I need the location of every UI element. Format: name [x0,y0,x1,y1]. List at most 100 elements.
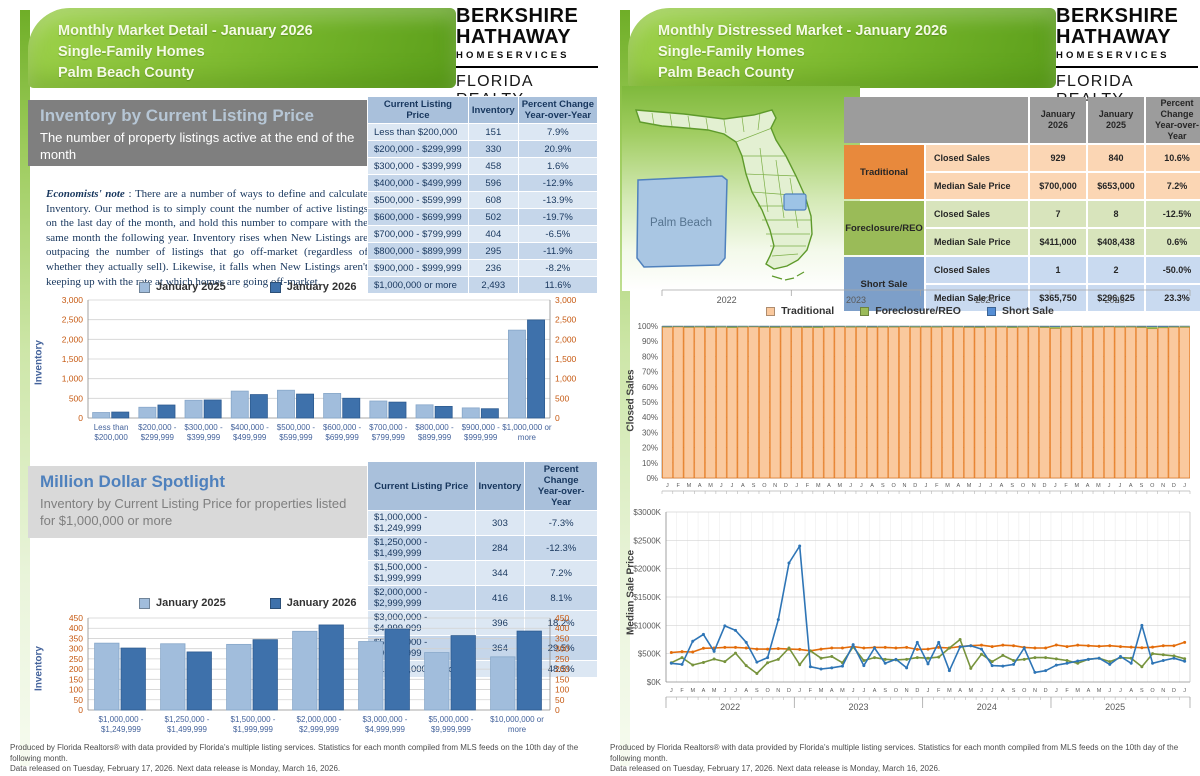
table-row: Short Sale Closed Sales 1 2 -50.0% [844,257,1200,311]
svg-text:$4,999,999: $4,999,999 [365,725,406,734]
svg-text:D: D [915,688,919,694]
svg-text:$2500K: $2500K [633,536,661,545]
brand-logo: BERKSHIRE HATHAWAY HOMESERVICES FLORIDA … [1056,6,1198,109]
svg-text:60%: 60% [642,383,658,392]
svg-text:N: N [1033,688,1037,694]
svg-text:M: M [819,688,824,694]
chart4-y-axis-title: Median Sale Price [625,549,637,636]
svg-text:40%: 40% [642,413,658,422]
stacked-chart-year-axis: 2022 2023 2024 2025 [661,289,1191,305]
value-cell: $411,000 [1030,229,1086,255]
svg-text:M: M [837,483,842,489]
table-row: $1,000,000 or more 2,493 11.6% [368,277,597,293]
svg-text:50: 50 [74,695,84,705]
logo-hathaway: HATHAWAY [456,26,572,48]
section-million-dollar-header: Million Dollar Spotlight Inventory by Cu… [28,466,370,538]
col-header: Inventory [468,97,518,123]
svg-text:0: 0 [555,413,560,423]
svg-text:2025: 2025 [1105,295,1125,305]
table-row: Median Sale Price $365,750 $296,625 23.3% [844,285,1200,311]
table-row: $1,000,000 - $1,249,999 303 -7.3% [368,511,597,535]
svg-text:400: 400 [69,623,83,633]
svg-text:S: S [881,483,885,489]
group-label-cell: Foreclosure/REO [844,201,924,255]
report-header-band: Monthly Market Detail - January 2026 Sin… [28,8,456,88]
svg-text:O: O [1021,483,1026,489]
svg-text:D: D [913,483,917,489]
inventory-cell: 396 [475,611,525,635]
col-header: Current Listing Price [368,97,468,123]
value-cell: 8 [1088,201,1144,227]
inventory-cell: 303 [475,511,525,535]
svg-text:A: A [827,483,831,489]
svg-text:$400,000 -: $400,000 - [231,423,270,432]
svg-text:Less than: Less than [94,423,129,432]
value-cell: 7 [1030,201,1086,227]
price-range-cell: $1,250,000 - $1,499,999 [368,536,475,560]
svg-text:50%: 50% [642,398,658,407]
inventory-cell: 502 [468,209,518,225]
svg-text:J: J [1183,688,1186,694]
brand-logo: BERKSHIRE HATHAWAY HOMESERVICES FLORIDA … [456,6,598,109]
inventory-cell: 236 [468,260,518,276]
inventory-cell: 330 [468,141,518,157]
svg-text:500: 500 [555,393,569,403]
svg-text:A: A [702,688,706,694]
svg-text:D: D [1172,688,1176,694]
svg-text:$1,249,999: $1,249,999 [101,725,142,734]
col-header: Percent Change Year-over-Year [525,462,597,510]
svg-text:N: N [905,688,909,694]
svg-text:D: D [1044,688,1048,694]
price-range-cell: $800,000 - $899,999 [368,243,468,259]
svg-text:A: A [698,483,702,489]
florida-outline [635,109,813,270]
svg-text:F: F [809,688,813,694]
inventory-cell: 608 [468,192,518,208]
metric-label-cell: Median Sale Price [926,229,1028,255]
svg-text:S: S [1010,483,1014,489]
value-cell: 929 [1030,145,1086,171]
metric-label-cell: Closed Sales [926,257,1028,283]
svg-text:1,000: 1,000 [555,374,577,384]
svg-text:A: A [1129,688,1133,694]
svg-text:250: 250 [69,654,83,664]
table-row: Traditional Closed Sales 929 840 10.6% [844,145,1200,199]
svg-text:D: D [1172,483,1176,489]
svg-text:J: J [852,688,855,694]
svg-text:M: M [708,483,713,489]
group-label-cell: Short Sale [844,257,924,311]
col-header: Percent Change Year-over-Year [518,97,597,123]
svg-text:$1,999,999: $1,999,999 [233,725,274,734]
chart3-y-axis-title: Closed Sales [625,369,637,432]
section-subtitle: Inventory by Current Listing Price for p… [40,496,347,528]
svg-text:$800,000 -: $800,000 - [415,423,454,432]
svg-text:J: J [979,483,982,489]
svg-text:$9,999,999: $9,999,999 [431,725,472,734]
pct-change-cell: 20.9% [518,141,597,157]
value-cell: 0.6% [1146,229,1200,255]
svg-text:S: S [752,483,756,489]
table-row: $700,000 - $799,999 404 -6.5% [368,226,597,242]
svg-text:50: 50 [555,695,565,705]
price-range-cell: $1,000,000 - $1,249,999 [368,511,475,535]
pct-change-cell: 7.2% [525,561,597,585]
svg-text:70%: 70% [642,368,658,377]
svg-text:O: O [1150,483,1155,489]
logo-hathaway: HATHAWAY [1056,26,1172,48]
svg-text:$699,999: $699,999 [325,433,359,442]
col-header: Current Listing Price [368,462,475,510]
section-inventory-header: Inventory by Current Listing Price The n… [28,100,370,166]
distressed-legend: Traditional Foreclosure/REO Short Sale [620,305,1200,317]
svg-text:J: J [989,483,992,489]
million-dollar-table: Current Listing Price Inventory Percent … [367,461,598,678]
legend-label: Traditional [781,305,835,317]
chart2-y-axis-title: Inventory [33,646,45,692]
svg-text:$1500K: $1500K [633,593,661,602]
green-edge-strip [20,10,30,766]
table-row: $400,000 - $499,999 596 -12.9% [368,175,597,191]
svg-text:D: D [787,688,791,694]
svg-text:S: S [883,688,887,694]
svg-text:N: N [773,483,777,489]
svg-text:$2000K: $2000K [633,565,661,574]
inventory-cell: 416 [475,586,525,610]
